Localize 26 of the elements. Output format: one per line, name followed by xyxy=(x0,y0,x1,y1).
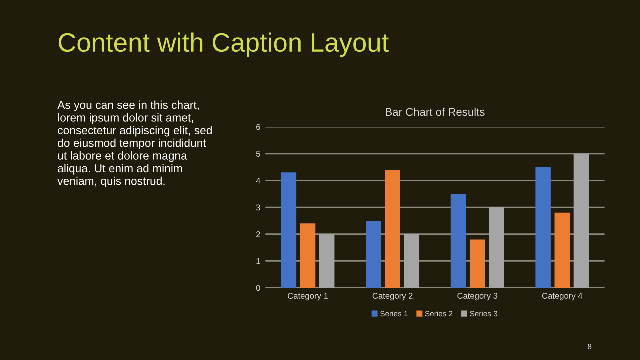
y-tick-label: 1 xyxy=(256,258,260,264)
y-tick-label: 6 xyxy=(256,124,260,130)
bar xyxy=(300,224,316,288)
bar xyxy=(319,234,335,288)
text: Content with Caption Layout xyxy=(58,32,389,58)
y-tick-label: 3 xyxy=(256,204,260,211)
y-tick-label: 0 xyxy=(256,285,260,292)
y-tick-label: 4 xyxy=(256,178,260,184)
bar xyxy=(574,154,590,288)
bar xyxy=(281,172,297,288)
bar xyxy=(385,170,400,288)
bar xyxy=(404,234,420,288)
y-tick-label: 5 xyxy=(256,151,260,157)
bar xyxy=(470,240,486,288)
chart-title: Bar Chart of Results xyxy=(386,108,485,116)
text: As you can see in this chart, lorem ipsum dolor sit amet, consectetur adipiscing elit, sed do eiusmod tempor incididunt ut labore et dolore magna aliqua. Ut enim ad minim veniam, quis nostrud. xyxy=(58,100,212,188)
bar xyxy=(366,220,382,288)
bar xyxy=(489,208,504,288)
x-tick-label: Category 2 xyxy=(372,293,413,301)
x-tick-label: Category 1 xyxy=(288,293,328,301)
x-tick-label: Category 4 xyxy=(542,293,583,301)
bar xyxy=(536,167,551,288)
bar xyxy=(450,194,466,288)
y-tick-label: 2 xyxy=(256,232,260,238)
bar xyxy=(554,212,570,288)
x-tick-label: Category 3 xyxy=(458,293,498,301)
